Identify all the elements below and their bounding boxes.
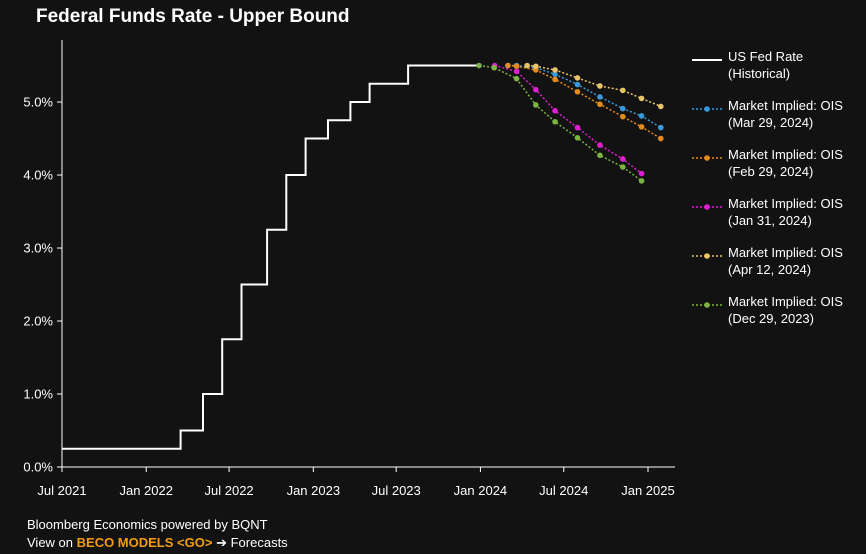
data-point-ois-3	[574, 75, 581, 81]
data-point-ois-1	[597, 101, 603, 108]
legend-swatch-ois-mar-29	[692, 106, 722, 112]
chart-legend: US Fed Rate (Historical) Market Implied:…	[692, 48, 862, 342]
series-line-ois-0	[507, 64, 662, 129]
chart-title: Federal Funds Rate - Upper Bound	[36, 6, 350, 27]
series-line-historical	[62, 64, 481, 450]
data-point-ois-0	[658, 124, 664, 131]
data-point-ois-1	[658, 135, 664, 142]
data-point-ois-4	[552, 118, 558, 125]
data-point-ois-0	[597, 94, 603, 100]
legend-swatch-ois-dec-29	[692, 302, 722, 308]
footer-credit: Bloomberg Economics powered by BQNT	[27, 517, 268, 532]
legend-item-ois-jan-31[interactable]: Market Implied: OIS (Jan 31, 2024)	[692, 195, 862, 229]
data-point-ois-4	[476, 62, 482, 69]
data-point-ois-4	[491, 64, 497, 71]
x-tick-label: Jul 2022	[205, 483, 254, 498]
data-point-ois-3	[620, 87, 626, 94]
legend-label-line2: (Feb 29, 2024)	[728, 164, 814, 179]
data-point-ois-0	[638, 113, 645, 119]
data-point-ois-1	[552, 76, 558, 83]
footer-prefix: View on	[27, 535, 77, 550]
data-point-ois-1	[638, 124, 645, 130]
series-line-ois-3	[527, 64, 662, 108]
legend-label-line2: (Historical)	[728, 66, 791, 81]
series-line-ois-1	[507, 64, 662, 140]
x-tick-label: Jan 2025	[621, 483, 675, 498]
data-point-ois-2	[597, 142, 603, 148]
data-point-ois-2	[574, 124, 581, 131]
y-tick-label: 2.0%	[23, 314, 53, 329]
data-point-ois-2	[638, 170, 645, 177]
legend-label-line2: (Mar 29, 2024)	[728, 115, 814, 130]
data-point-ois-3	[524, 62, 530, 69]
y-tick-label: 5.0%	[23, 95, 53, 110]
x-tick-label: Jul 2024	[539, 483, 588, 498]
data-point-ois-2	[552, 108, 558, 114]
y-tick-label: 0.0%	[23, 460, 53, 475]
data-point-ois-3	[658, 103, 664, 110]
y-tick-label: 1.0%	[23, 387, 53, 402]
data-point-ois-3	[533, 63, 539, 70]
legend-item-ois-mar-29[interactable]: Market Implied: OIS (Mar 29, 2024)	[692, 97, 862, 131]
legend-label-line2: (Apr 12, 2024)	[728, 262, 812, 277]
data-point-ois-2	[620, 156, 626, 162]
legend-swatch-ois-feb-29	[692, 155, 722, 161]
data-point-ois-2	[533, 86, 539, 93]
y-tick-label: 4.0%	[23, 168, 53, 183]
data-point-ois-0	[574, 81, 581, 88]
legend-swatch-ois-jan-31	[692, 204, 722, 210]
legend-swatch-historical	[692, 59, 722, 61]
x-tick-label: Jan 2022	[119, 483, 173, 498]
data-point-ois-1	[513, 63, 520, 70]
data-point-ois-3	[597, 83, 603, 89]
data-point-ois-1	[620, 113, 626, 120]
legend-label-line1: Market Implied: OIS	[728, 196, 843, 211]
legend-label-line2: (Jan 31, 2024)	[728, 213, 812, 228]
x-tick-label: Jan 2024	[454, 483, 508, 498]
legend-swatch-ois-apr-12	[692, 253, 722, 259]
x-tick-label: Jul 2023	[372, 483, 421, 498]
legend-label-line1: Market Implied: OIS	[728, 147, 843, 162]
legend-label-line1: Market Implied: OIS	[728, 98, 843, 113]
series-line-ois-2	[494, 64, 643, 175]
data-point-ois-4	[638, 178, 645, 184]
legend-label-line1: US Fed Rate	[728, 49, 804, 64]
data-point-ois-4	[533, 102, 539, 108]
legend-item-ois-apr-12[interactable]: Market Implied: OIS (Apr 12, 2024)	[692, 244, 862, 278]
y-tick-label: 3.0%	[23, 241, 53, 256]
legend-label-line1: Market Implied: OIS	[728, 245, 843, 260]
data-point-ois-2	[513, 68, 520, 75]
data-point-ois-0	[620, 105, 626, 112]
data-point-ois-4	[513, 75, 520, 82]
data-point-ois-4	[574, 135, 581, 141]
footer-command-link[interactable]: BECO MODELS <GO>	[76, 535, 213, 550]
data-point-ois-1	[574, 89, 581, 95]
data-point-ois-4	[620, 164, 626, 170]
x-tick-label: Jan 2023	[287, 483, 341, 498]
footer-suffix: Forecasts	[230, 535, 288, 550]
data-point-ois-1	[505, 62, 511, 69]
data-point-ois-4	[597, 152, 603, 159]
footer: Bloomberg Economics powered by BQNT View…	[27, 516, 288, 552]
data-point-ois-3	[552, 67, 558, 73]
legend-label-line2: (Dec 29, 2023)	[728, 311, 814, 326]
legend-item-ois-feb-29[interactable]: Market Implied: OIS (Feb 29, 2024)	[692, 146, 862, 180]
data-point-ois-0	[552, 71, 558, 78]
footer-link-row: View on BECO MODELS <GO> ➔ Forecasts	[27, 534, 288, 552]
data-point-ois-3	[638, 95, 645, 102]
arrow-right-icon: ➔	[216, 535, 227, 550]
legend-label-line1: Market Implied: OIS	[728, 294, 843, 309]
x-tick-label: Jul 2021	[37, 483, 86, 498]
legend-item-ois-dec-29[interactable]: Market Implied: OIS (Dec 29, 2023)	[692, 293, 862, 327]
legend-item-historical[interactable]: US Fed Rate (Historical)	[692, 48, 862, 82]
